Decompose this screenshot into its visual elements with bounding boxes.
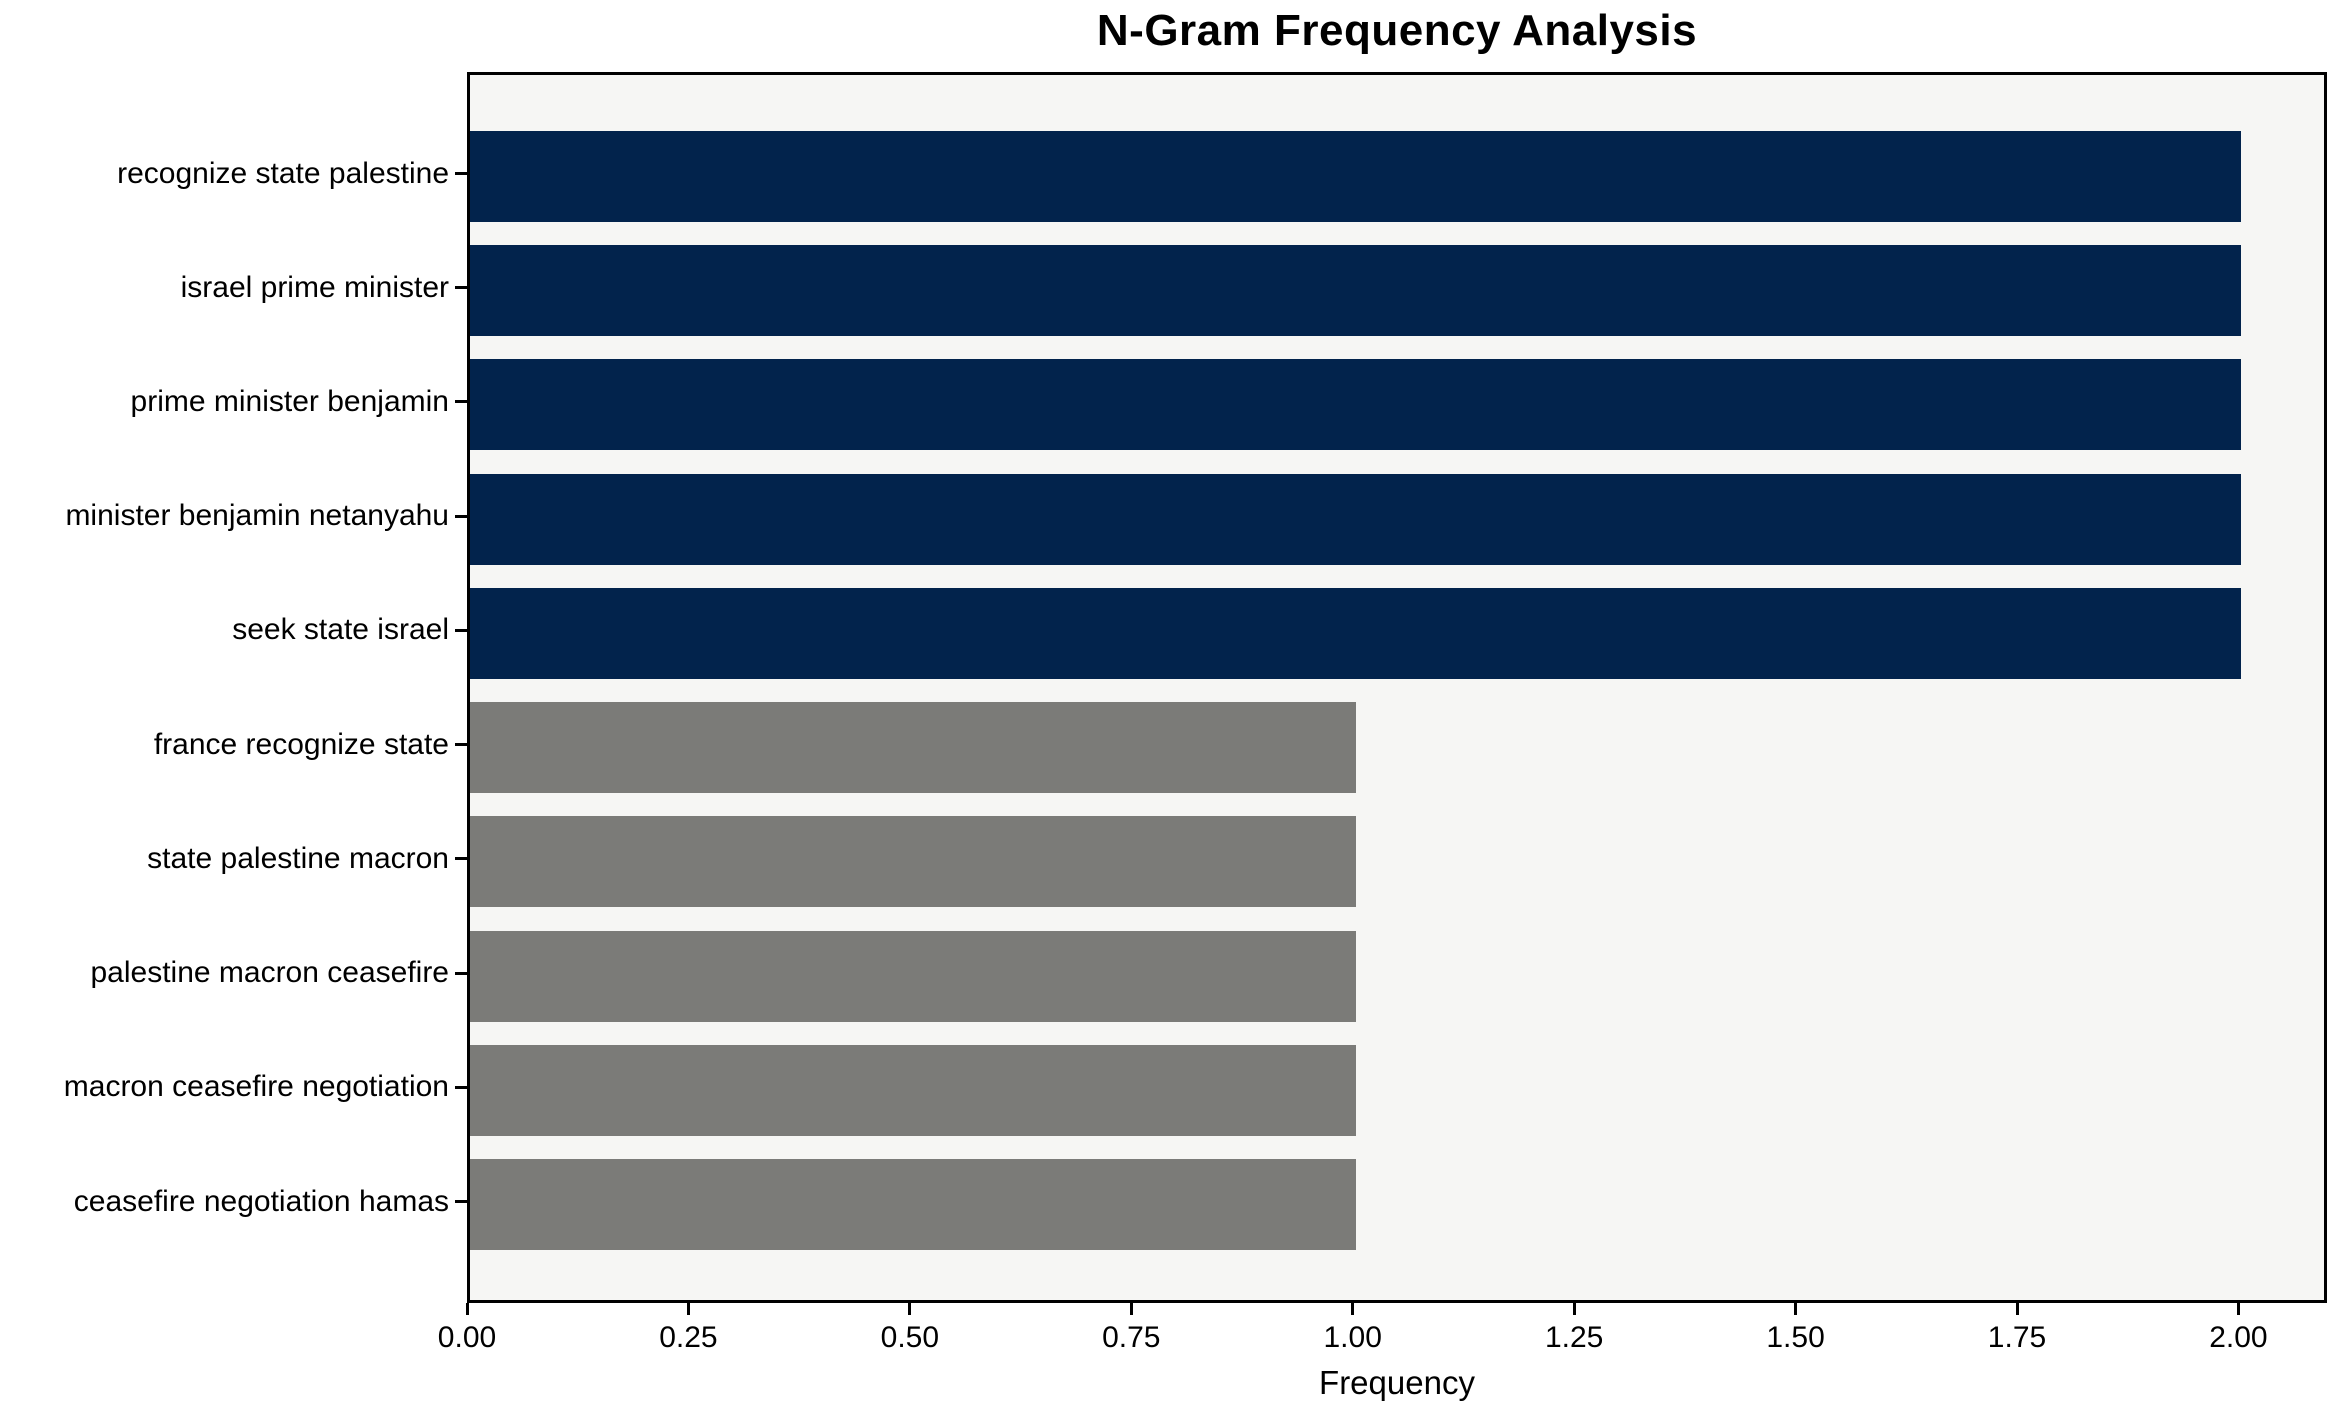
y-tick-mark: [455, 1200, 467, 1203]
y-tick-label: macron ceasefire negotiation: [63, 1070, 449, 1104]
x-tick-label: 1.50: [1766, 1321, 1825, 1354]
bar: [470, 1159, 1356, 1250]
bar: [470, 1044, 1356, 1136]
bar: [470, 245, 2242, 337]
x-tick-label: 0.75: [1102, 1321, 1161, 1354]
x-tick-label: 1.25: [1544, 1321, 1604, 1354]
bar: [470, 359, 2242, 451]
x-tick-label: 2.00: [2209, 1321, 2268, 1354]
y-tick-mark: [455, 172, 467, 175]
y-tick-mark: [455, 400, 467, 404]
y-tick-label: seek state israel: [232, 613, 449, 647]
y-tick-label: state palestine macron: [147, 841, 449, 875]
y-tick-mark: [455, 1085, 467, 1089]
bar: [470, 816, 1356, 908]
plot-area: [467, 72, 2327, 1303]
y-tick-mark: [455, 286, 467, 290]
bar: [470, 702, 1356, 794]
y-tick-mark: [455, 971, 467, 975]
x-tick-mark: [2015, 1303, 2019, 1315]
x-tick-mark: [686, 1303, 690, 1315]
bar: [470, 131, 2242, 222]
y-tick-label: ceasefire negotiation hamas: [73, 1184, 449, 1218]
y-tick-label: palestine macron ceasefire: [90, 956, 449, 990]
y-tick-label: prime minister benjamin: [130, 384, 449, 418]
y-tick-mark: [455, 743, 467, 747]
bar: [470, 473, 2242, 565]
x-tick-label: 1.00: [1323, 1321, 1382, 1354]
x-tick-mark: [1351, 1303, 1355, 1315]
y-tick-label: france recognize state: [153, 727, 449, 761]
chart-title: N-Gram Frequency Analysis: [1096, 6, 1698, 55]
x-tick-mark: [1572, 1303, 1576, 1315]
y-tick-mark: [455, 857, 467, 861]
y-tick-label: israel prime minister: [180, 270, 449, 304]
y-tick-label: recognize state palestine: [117, 156, 449, 190]
x-tick-mark: [1794, 1303, 1798, 1315]
x-tick-mark: [1129, 1303, 1133, 1315]
x-tick-mark: [2236, 1303, 2240, 1315]
y-tick-mark: [455, 514, 467, 518]
x-tick-mark: [908, 1303, 912, 1315]
x-axis-label: Frequency: [1319, 1364, 1475, 1401]
bar: [470, 930, 1356, 1022]
x-tick-label: 1.75: [1987, 1321, 2047, 1354]
x-tick-label: 0.00: [437, 1321, 497, 1354]
x-tick-label: 0.50: [880, 1321, 940, 1354]
bar: [470, 587, 2242, 679]
y-tick-label: minister benjamin netanyahu: [65, 499, 449, 533]
y-tick-mark: [455, 628, 467, 632]
x-tick-label: 0.25: [659, 1321, 718, 1354]
x-tick-mark: [465, 1303, 469, 1315]
